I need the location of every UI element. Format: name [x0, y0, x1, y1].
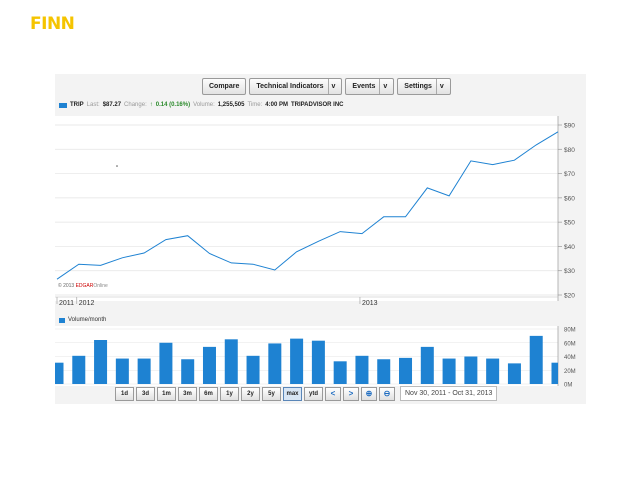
volume-bar: [246, 355, 260, 384]
chevron-down-icon: v: [327, 79, 335, 94]
year-label: 2011: [59, 300, 74, 307]
quote-symbol: TRIP: [70, 102, 84, 108]
price-tick-label: $90: [564, 123, 575, 130]
chart-canvas: $20 $30 $40 $50 $60 $70 $80 $90 2011 2012 2013 0M 20…: [55, 116, 576, 389]
price-tick-label: $60: [564, 195, 575, 202]
volume-tick-label: 0M: [564, 383, 572, 389]
quote-bar: TRIP Last: $87.27 Change: ↑ 0.14 (0.16%)…: [59, 102, 344, 108]
copyright-prefix: © 2013: [58, 283, 76, 289]
last-price: $87.27: [102, 102, 122, 108]
range-button-3d[interactable]: 3d: [136, 386, 155, 401]
year-label: 2013: [362, 300, 378, 307]
time-label: Time:: [247, 102, 263, 108]
range-button-5y[interactable]: 5y: [262, 386, 281, 401]
volume-bar: [159, 342, 173, 384]
volume-bar: [377, 359, 391, 384]
time-value: 4:00 PM: [265, 102, 288, 108]
chevron-down-icon: v: [435, 79, 444, 94]
marker-dot: [116, 165, 118, 167]
settings-button[interactable]: Settings v: [397, 78, 451, 95]
date-range-display[interactable]: Nov 30, 2011 - Oct 31, 2013: [400, 386, 498, 401]
range-controls: 1d 3d 1m 3m 6m 1y 2y 5y max ytd < > ⊕ ⊖ Nov 30, 20…: [115, 386, 498, 401]
edgar-text: EDGAR: [75, 283, 94, 289]
last-label: Last:: [86, 102, 100, 108]
volume-bar: [486, 358, 500, 384]
finn-logo: FINN: [30, 14, 75, 34]
volume-tick-label: 20M: [564, 369, 576, 375]
volume-bar: [442, 358, 456, 384]
company-name: TRIPADVISOR INC: [290, 102, 344, 108]
settings-label: Settings: [404, 83, 432, 90]
compare-label: Compare: [209, 83, 240, 90]
volume-legend-label: Volume/month: [68, 317, 107, 323]
volume-bar: [311, 340, 325, 384]
technical-indicators-button[interactable]: Technical Indicators v: [249, 78, 343, 95]
copyright-note: © 2013 EDGAROnline: [58, 283, 108, 289]
price-tick-label: $40: [564, 244, 575, 251]
volume-swatch: [59, 317, 65, 323]
volume-label: Volume:: [193, 102, 215, 108]
online-text: Online: [93, 283, 108, 289]
range-button-6m[interactable]: 6m: [199, 386, 218, 401]
volume-bar: [355, 355, 369, 384]
arrow-up-icon: ↑: [149, 102, 153, 108]
volume-tick-label: 80M: [564, 328, 576, 334]
volume-tick-label: 60M: [564, 341, 576, 347]
price-tick-label: $50: [564, 220, 575, 227]
year-label: 2012: [79, 300, 95, 307]
volume-bar: [464, 356, 478, 384]
volume-bar: [115, 358, 129, 384]
volume-bar: [507, 363, 521, 384]
volume-bar: [224, 339, 238, 384]
volume-bar: [202, 346, 216, 384]
volume-bar: [72, 355, 86, 384]
chart-toolbar: Compare Technical Indicators v Events v Se…: [202, 78, 451, 96]
stock-chart-widget: Compare Technical Indicators v Events v Se…: [55, 74, 586, 404]
zoom-out-icon[interactable]: ⊖: [379, 386, 395, 401]
volume-bar: [551, 362, 558, 384]
volume-value: 1,255,505: [217, 102, 245, 108]
range-button-1y[interactable]: 1y: [220, 386, 239, 401]
volume-bar: [268, 343, 282, 384]
range-button-max[interactable]: max: [283, 386, 302, 401]
volume-bar: [290, 338, 304, 384]
pan-right-button[interactable]: >: [343, 386, 359, 401]
chevron-down-icon: v: [379, 79, 387, 94]
series-swatch: [59, 102, 67, 108]
volume-bar: [399, 357, 413, 384]
range-button-1d[interactable]: 1d: [115, 386, 134, 401]
change-label: Change:: [124, 102, 147, 108]
price-tick-label: $80: [564, 147, 575, 154]
range-button-1m[interactable]: 1m: [157, 386, 176, 401]
range-button-3m[interactable]: 3m: [178, 386, 197, 401]
events-label: Events: [352, 83, 376, 90]
zoom-in-icon[interactable]: ⊕: [361, 386, 377, 401]
pan-left-button[interactable]: <: [325, 386, 341, 401]
range-button-ytd[interactable]: ytd: [304, 386, 323, 401]
volume-bar: [181, 359, 195, 384]
volume-bar: [55, 362, 64, 384]
technical-indicators-label: Technical Indicators: [256, 83, 324, 90]
volume-bar: [420, 346, 434, 384]
events-button[interactable]: Events v: [345, 78, 395, 95]
volume-bar: [529, 335, 543, 384]
volume-tick-label: 40M: [564, 355, 576, 361]
volume-bar: [137, 358, 151, 384]
volume-bar: [94, 340, 108, 384]
range-button-2y[interactable]: 2y: [241, 386, 260, 401]
price-tick-label: $70: [564, 171, 575, 178]
volume-bar: [333, 361, 347, 384]
price-line: [56, 131, 559, 280]
price-plot-area: [55, 116, 558, 301]
price-tick-label: $20: [564, 293, 575, 300]
price-tick-label: $30: [564, 268, 575, 275]
compare-button[interactable]: Compare: [202, 78, 247, 95]
volume-plot-area: [55, 326, 558, 386]
volume-legend: Volume/month: [59, 317, 106, 323]
change-value: 0.14 (0.16%): [155, 102, 191, 108]
